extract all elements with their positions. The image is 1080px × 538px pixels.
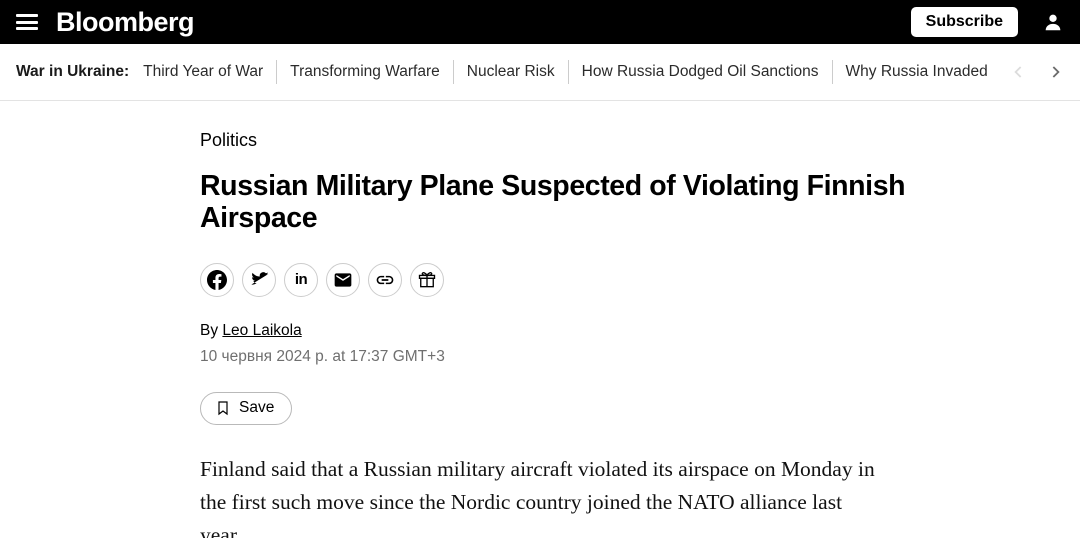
section-kicker[interactable]: Politics (200, 130, 258, 150)
subscribe-button[interactable]: Subscribe (910, 7, 1018, 37)
hamburger-icon[interactable] (16, 14, 38, 30)
profile-icon[interactable] (1042, 11, 1064, 33)
topic-link-third-year-of-war[interactable]: Third Year of War (143, 63, 264, 80)
byline-prefix: By (200, 321, 223, 339)
save-button-label: Save (239, 399, 275, 417)
facebook-icon (207, 270, 227, 290)
share-linkedin-button[interactable]: in (284, 262, 318, 297)
email-icon (334, 273, 352, 287)
article-body-paragraph: Finland said that a Russian military air… (200, 456, 875, 538)
divider (276, 60, 278, 84)
article-headline: Russian Military Plane Suspected of Viol… (200, 170, 906, 235)
share-toolbar: in (200, 262, 1080, 297)
share-facebook-button[interactable] (200, 262, 234, 297)
divider (831, 60, 833, 84)
topic-link-nuclear-risk[interactable]: Nuclear Risk (466, 63, 555, 80)
chevron-left-icon[interactable] (1001, 62, 1037, 82)
person-icon (1045, 14, 1061, 31)
author-link[interactable]: Leo Laikola (222, 321, 302, 339)
chevron-left-glyph (1014, 66, 1022, 78)
publish-date: 10 червня 2024 р. at 17:37 GMT+3 (200, 347, 445, 365)
twitter-icon (250, 272, 269, 286)
linkedin-icon: in (294, 271, 308, 289)
gift-article-button[interactable] (410, 262, 444, 297)
link-icon (376, 275, 394, 285)
share-email-button[interactable] (326, 262, 360, 297)
share-twitter-button[interactable] (242, 262, 276, 297)
chevron-right-icon[interactable] (1037, 62, 1073, 82)
gift-icon (418, 272, 436, 288)
copy-link-button[interactable] (368, 262, 402, 297)
save-button[interactable]: Save (200, 391, 293, 425)
topic-bar-label: War in Ukraine: (16, 63, 130, 80)
chevron-right-glyph (1052, 66, 1060, 78)
divider (452, 60, 454, 84)
topic-link-oil-sanctions[interactable]: How Russia Dodged Oil Sanctions (581, 63, 819, 80)
byline: By Leo Laikola (200, 322, 1080, 340)
topic-link-transforming-warfare[interactable]: Transforming Warfare (290, 63, 440, 80)
bookmark-icon (218, 401, 228, 416)
masthead: Bloomberg Subscribe (0, 0, 1080, 44)
divider (567, 60, 569, 84)
bloomberg-logo[interactable]: Bloomberg (56, 6, 195, 37)
war-in-ukraine-bar: War in Ukraine: Third Year of War Transf… (0, 44, 1080, 101)
article: Politics Russian Military Plane Suspecte… (0, 101, 1080, 538)
topic-link-why-russia-invaded[interactable]: Why Russia Invaded (845, 63, 988, 80)
